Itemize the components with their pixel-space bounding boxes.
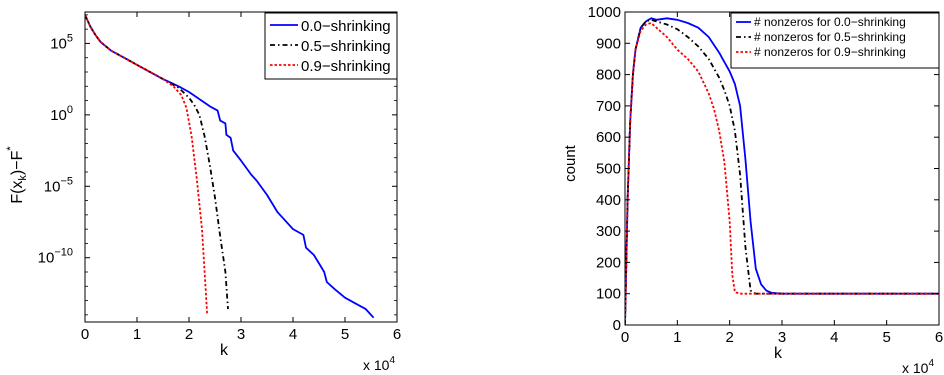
y-tick-label: 200 (596, 254, 621, 271)
x-tick-label: 4 (830, 329, 838, 346)
legend: # nonzeros for 0.0−shrinking# nonzeros f… (730, 12, 940, 69)
legend: 0.0−shrinking 0.5−shrinking 0.9−shrinking (264, 12, 398, 80)
legend-label-3: 0.9−shrinking (301, 58, 391, 75)
x-tick-label: 2 (185, 326, 193, 343)
x-tick-label: 3 (778, 329, 786, 346)
y-tick-label: 400 (596, 192, 621, 209)
y-label-mid: )−F (9, 150, 26, 175)
series-line-2 (85, 14, 229, 310)
legend-label-1: 0.0−shrinking (301, 18, 391, 35)
x-tick-label: 1 (673, 329, 681, 346)
legend-label-2: 0.5−shrinking (301, 38, 391, 55)
legend-label-1: # nonzeros for 0.0−shrinking (754, 15, 906, 29)
y-tick-exponent: −5 (60, 175, 73, 187)
x-tick-label: 5 (882, 329, 890, 346)
y-tick-label: 105 (50, 32, 73, 52)
x-multiplier-exponent: 4 (389, 355, 395, 366)
x-multiplier-exponent: 4 (928, 358, 934, 369)
y-tick-label: 100 (50, 104, 73, 124)
x-axis-multiplier: x 104 (363, 355, 395, 373)
y-axis-label: F(xk)−F* (5, 146, 29, 204)
y-label-sup: * (5, 146, 17, 151)
y-tick-label: 10−5 (44, 175, 73, 195)
y-tick-label: 800 (596, 67, 621, 84)
y-tick-base: 10 (50, 107, 67, 124)
x-tick-label: 6 (393, 326, 401, 343)
legend-label-3: # nonzeros for 0.9−shrinking (754, 45, 906, 59)
x-tick-label: 1 (133, 326, 141, 343)
x-tick-label: 2 (725, 329, 733, 346)
legend-box (264, 12, 398, 80)
y-tick-label: 700 (596, 98, 621, 115)
x-tick-label: 0 (81, 326, 89, 343)
y-tick-base: 10 (38, 250, 55, 267)
y-tick-label: 500 (596, 161, 621, 178)
legend-label-2: # nonzeros for 0.5−shrinking (754, 30, 906, 44)
x-axis-multiplier: x 104 (902, 358, 934, 375)
y-tick-base: 10 (44, 178, 61, 195)
y-tick-label: 1000 (588, 4, 621, 21)
y-tick-exponent: 0 (67, 104, 73, 116)
y-tick-label: 600 (596, 129, 621, 146)
x-tick-label: 4 (289, 326, 297, 343)
legend-box (730, 12, 940, 69)
x-tick-label: 3 (237, 326, 245, 343)
chart-2: 0 1 2 3 4 5 6 0 100 200 300 400 500 600 700 800 900 1000 k… (562, 4, 943, 375)
x-multiplier-base: x 10 (363, 357, 390, 373)
y-tick-label: 0 (613, 317, 621, 334)
y-tick-label: 100 (596, 286, 621, 303)
y-tick-base: 10 (50, 35, 67, 52)
x-tick-label: 5 (341, 326, 349, 343)
y-label-base: F(x (9, 181, 26, 204)
x-multiplier-base: x 10 (902, 360, 929, 375)
y-axis-label: count (562, 144, 579, 182)
y-tick-exponent: 5 (67, 32, 73, 44)
x-axis-label: k (220, 342, 229, 359)
series-line-3 (85, 14, 209, 315)
x-tick-label: 0 (621, 329, 629, 346)
y-tick-label: 10−10 (38, 247, 73, 267)
y-tick-label: 300 (596, 223, 621, 240)
y-tick-exponent: −10 (54, 247, 73, 259)
y-tick-label: 900 (596, 35, 621, 52)
x-tick-label: 6 (935, 329, 943, 346)
x-axis-label: k (774, 345, 783, 362)
y-label-sub: k (17, 175, 29, 181)
